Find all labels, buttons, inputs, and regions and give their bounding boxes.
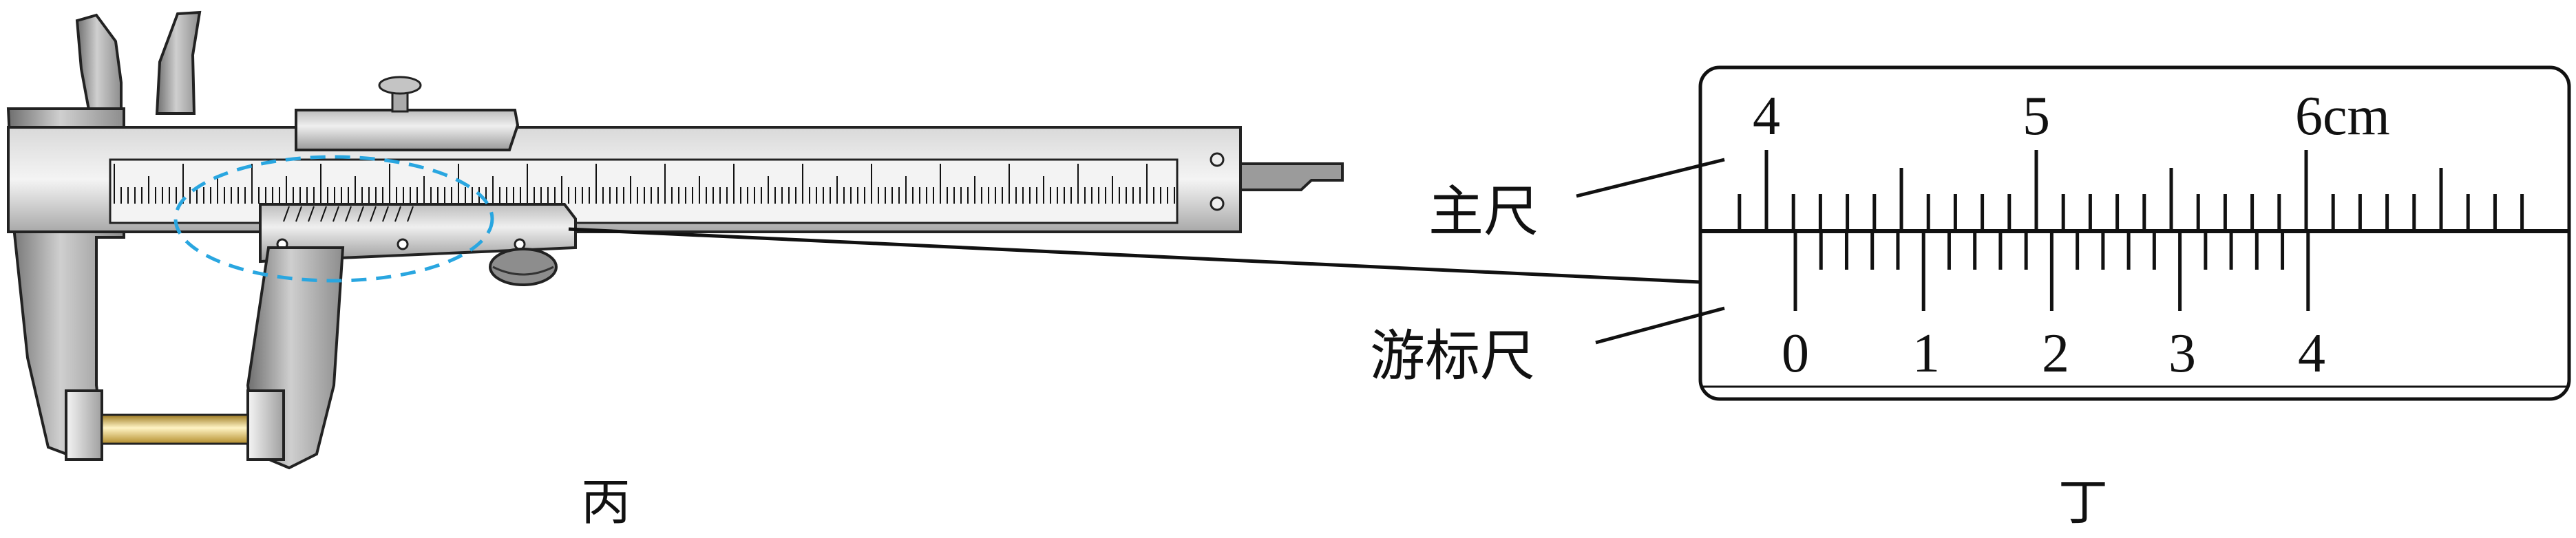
vernier-number-2: 2 <box>2042 323 2069 384</box>
fixed-jaw-tip <box>65 389 103 461</box>
main-scale-number-6cm: 6cm <box>2295 86 2390 147</box>
lock-screw-head <box>378 76 422 95</box>
slider-scale-tick <box>345 206 352 222</box>
caliper-main-scale-ticks <box>114 164 1175 204</box>
vernier-scale-leader <box>1595 306 1725 345</box>
caliper: 丙 <box>6 10 1701 530</box>
vernier-slider-ticks <box>283 206 414 222</box>
depth-rod <box>1239 162 1344 191</box>
slider-scale-tick <box>295 206 302 222</box>
vernier-scale-ticks <box>1793 231 2310 311</box>
vernier-number-1: 1 <box>1912 323 1940 384</box>
main-scale-leader <box>1576 158 1725 198</box>
slider-scale-tick <box>320 206 327 222</box>
moving-upper-jaw <box>155 10 202 115</box>
fixed-upper-jaw <box>75 13 123 115</box>
detail-caption: 丁 <box>2058 475 2108 530</box>
main-scale-label: 主尺 <box>1428 182 1539 243</box>
slider-scale-tick <box>370 206 377 222</box>
slider-scale-tick <box>283 206 290 222</box>
slider-scale-tick <box>394 206 401 222</box>
caliper-caption: 丙 <box>581 475 631 530</box>
slider-scale-tick <box>308 206 315 222</box>
vernier-scale-label: 游标尺 <box>1370 327 1535 387</box>
main-scale-ticks <box>1738 150 2524 231</box>
slider-scale-tick <box>332 206 339 222</box>
main-scale-number-5: 5 <box>2023 86 2050 147</box>
zoom-leader-line <box>568 227 1701 284</box>
highlight-ellipse <box>173 155 494 283</box>
slider-top-bar <box>295 109 520 151</box>
slider-scale-tick <box>382 206 389 222</box>
moving-jaw-tip <box>246 389 285 461</box>
vernier-number-3: 3 <box>2168 323 2196 384</box>
thumb-wheel <box>489 248 558 286</box>
main-scale-number-4: 4 <box>1753 86 1780 147</box>
slider-scale-tick <box>407 206 414 222</box>
vernier-number-4: 4 <box>2298 323 2325 384</box>
measured-workpiece <box>101 413 249 445</box>
scale-detail-view: 4 5 6cm 0 1 2 3 4 主尺 游标尺 丁 <box>1370 65 2571 530</box>
vernier-number-0: 0 <box>1782 323 1809 384</box>
slider-scale-tick <box>357 206 364 222</box>
